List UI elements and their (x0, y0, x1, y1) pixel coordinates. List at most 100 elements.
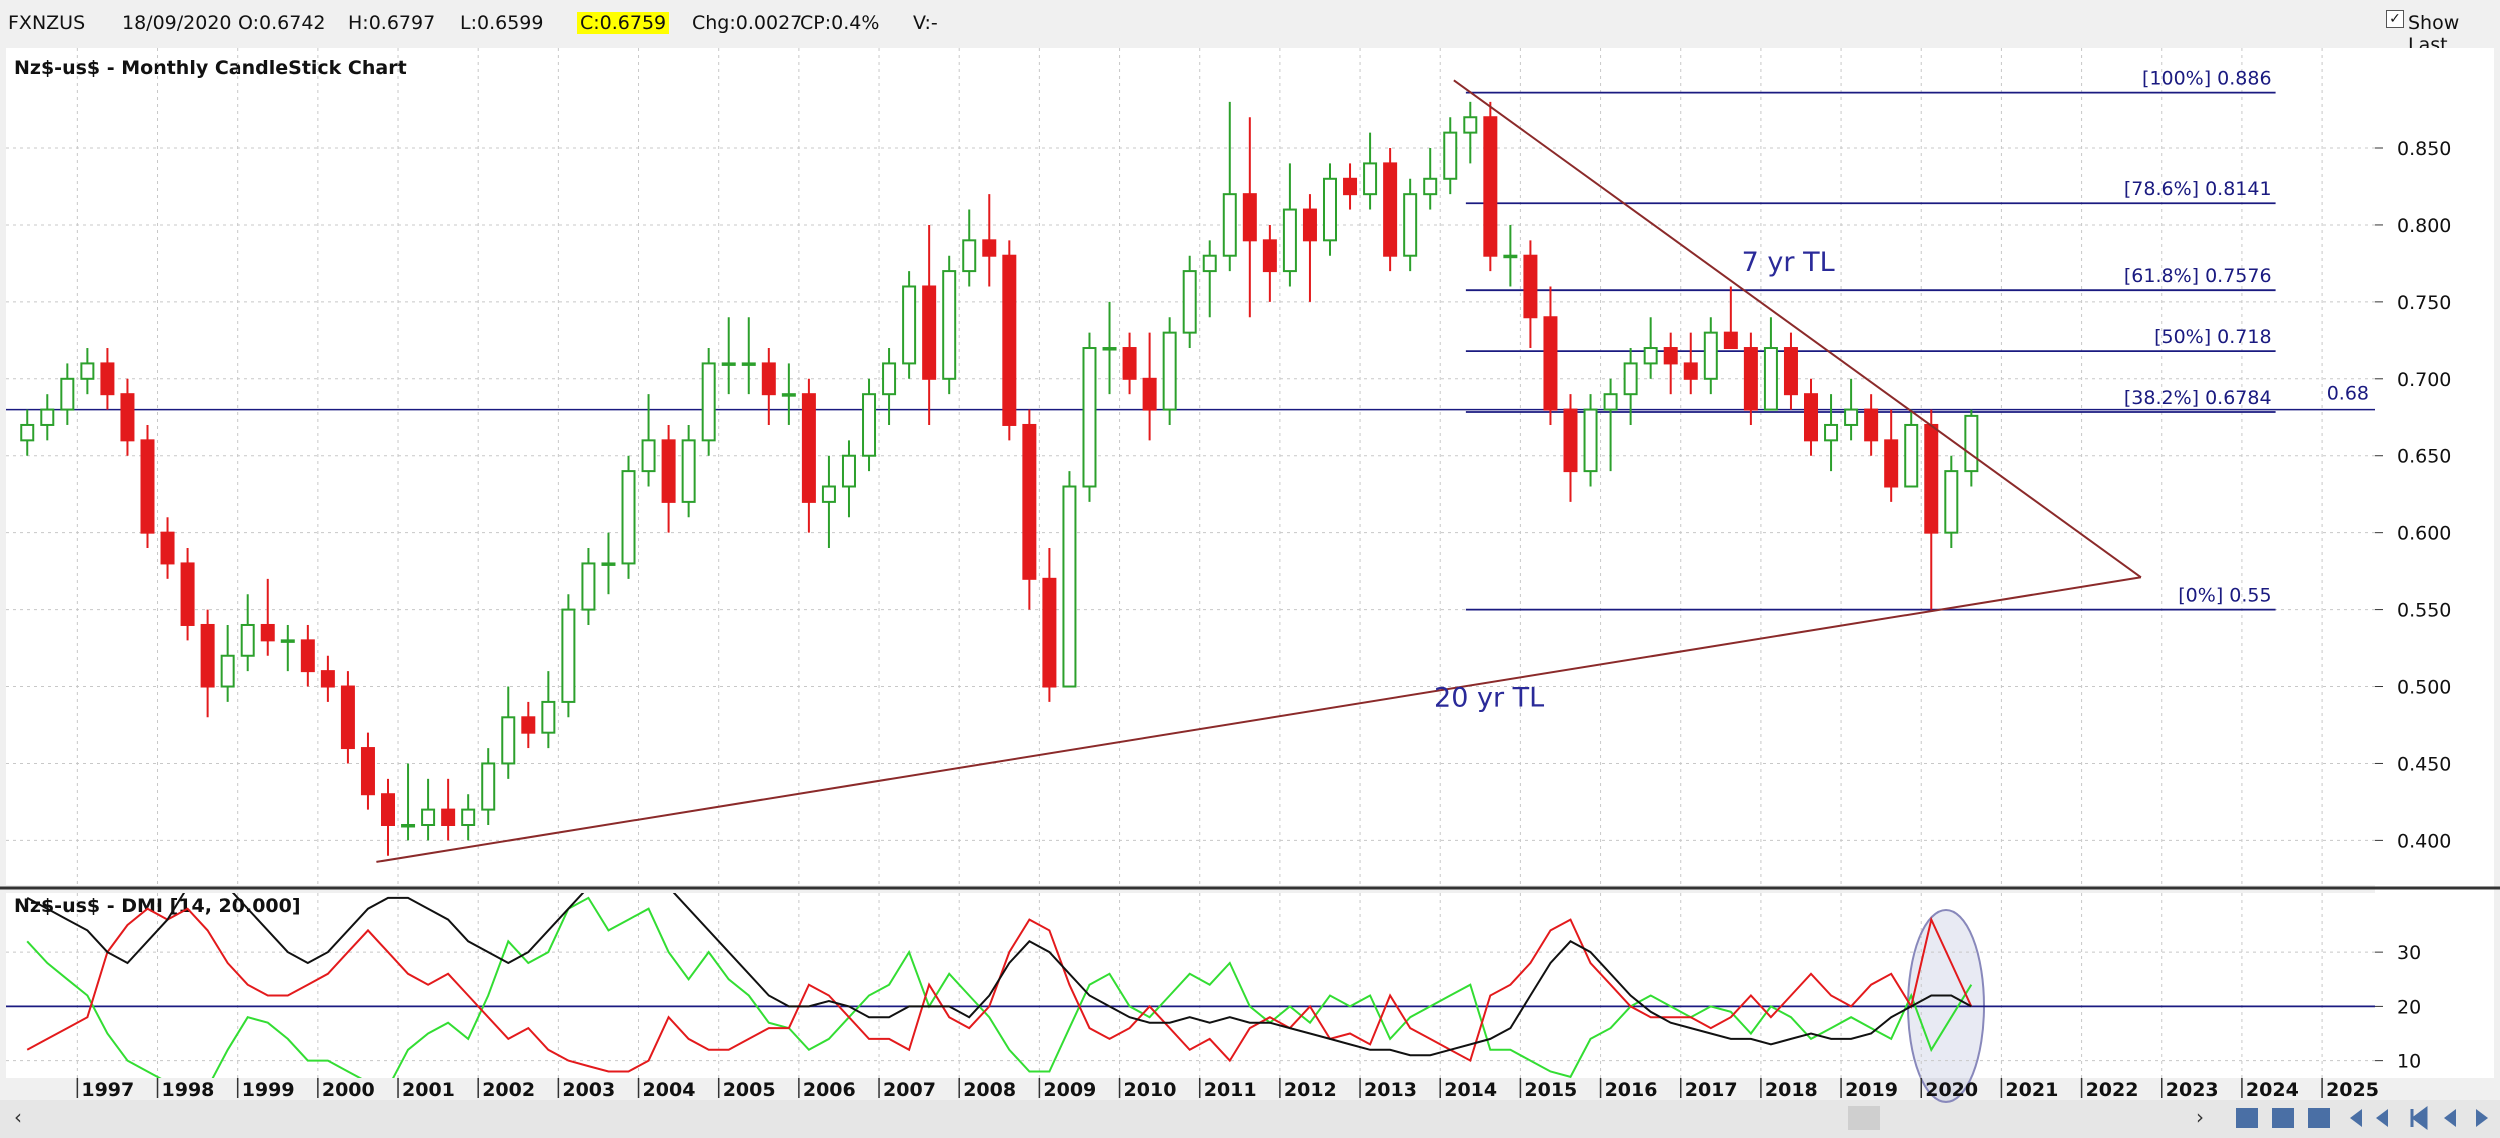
candle-body (1242, 193, 1257, 242)
plot-area (6, 79, 2375, 863)
x-tick-label: 2007 (883, 1079, 936, 1101)
y-tick-label: 0.850 (2397, 138, 2451, 160)
nav-button[interactable] (2444, 1109, 2456, 1127)
candle-body (821, 485, 836, 503)
plot-area (6, 893, 2375, 1078)
x-tick-label: 2015 (1524, 1079, 1577, 1101)
candle-body (1964, 414, 1979, 473)
candle-body (1443, 131, 1458, 180)
candle-body (360, 747, 375, 796)
symbol: FXNZUS (8, 12, 86, 34)
x-tick-label: 2014 (1444, 1079, 1497, 1101)
candle-body (401, 823, 416, 828)
candle-body (1904, 423, 1919, 488)
candle-body (1202, 254, 1217, 273)
y-tick-label: 0.450 (2397, 753, 2451, 775)
y-tick-label: 10 (2397, 1051, 2421, 1073)
candle-body (862, 393, 877, 457)
x-tick-label: 2024 (2246, 1079, 2299, 1101)
x-tick-label: 2016 (1605, 1079, 1658, 1101)
x-tick-label: 2003 (562, 1079, 615, 1101)
candle-body (761, 362, 776, 396)
change: Chg:0.0027 (692, 12, 803, 34)
x-tick-label: 2002 (482, 1079, 535, 1101)
candle-body (40, 408, 55, 426)
y-tick-label: 0.550 (2397, 600, 2451, 622)
y-tick-label: 0.750 (2397, 292, 2451, 314)
nav-button[interactable] (2236, 1108, 2258, 1128)
y-tick-label: 0.800 (2397, 215, 2451, 237)
x-tick-label: 2009 (1043, 1079, 1096, 1101)
candle-body (1824, 423, 1839, 442)
x-tick-label: 2021 (2005, 1079, 2058, 1101)
x-tick-label: 2006 (803, 1079, 856, 1101)
hline-label: 0.68 (2327, 383, 2369, 405)
x-tick-label: 2004 (643, 1079, 696, 1101)
nav-buttons[interactable] (2236, 1106, 2488, 1130)
x-tick-label: 2020 (1925, 1079, 1978, 1101)
fib-label: [61.8%] 0.7576 (2124, 265, 2272, 287)
candle-body (1042, 577, 1057, 688)
candle-body (1703, 331, 1718, 380)
trendline (1453, 79, 2142, 579)
candle-body (721, 362, 736, 366)
candle-body (1864, 408, 1879, 442)
candle-body (60, 377, 75, 411)
dmi-title: Nz$-us$ - DMI [14, 20.000] (14, 895, 301, 917)
candle-body (641, 439, 656, 473)
candle-body (681, 439, 696, 503)
candle-body (1302, 208, 1317, 242)
x-tick-label: 2023 (2166, 1079, 2219, 1101)
fib-label: [38.2%] 0.6784 (2124, 387, 2272, 409)
nav-button[interactable] (2308, 1108, 2330, 1128)
candle-body (80, 362, 95, 380)
candle-body (1082, 347, 1097, 488)
low: L:0.6599 (460, 12, 544, 34)
scroll-right[interactable]: › (2196, 1105, 2204, 1129)
candle-body (481, 762, 496, 811)
candle-body (621, 470, 636, 565)
x-tick-label: 2001 (402, 1079, 455, 1101)
candle-body (1683, 362, 1698, 380)
candle-body (841, 454, 856, 488)
candle-body (1763, 347, 1778, 411)
change-pct: CP:0.4% (800, 12, 880, 34)
candle-body (1723, 331, 1738, 350)
nav-button[interactable] (2410, 1106, 2428, 1130)
candle-body (1002, 254, 1017, 426)
candle-body (1022, 423, 1037, 580)
y-tick-label: 0.400 (2397, 830, 2451, 852)
candle-body (1182, 270, 1197, 334)
candle-body (501, 716, 516, 765)
candle-body (561, 608, 576, 703)
candle-body (441, 808, 456, 826)
scroll-left[interactable]: ‹ (14, 1105, 22, 1129)
x-tick-label: 2019 (1845, 1079, 1898, 1101)
chart-title: Nz$-us$ - Monthly CandleStick Chart (14, 57, 407, 79)
candle-body (1944, 470, 1959, 534)
candle-body (1403, 193, 1418, 257)
fib-label: [50%] 0.718 (2154, 326, 2272, 348)
candle-body (1563, 408, 1578, 473)
candle-body (741, 362, 756, 366)
x-tick-label: 1997 (81, 1079, 134, 1101)
scroll-thumb[interactable] (1848, 1106, 1880, 1130)
candle-body (1102, 347, 1117, 351)
x-tick-label: 2008 (963, 1079, 1016, 1101)
x-tick-label: 2010 (1124, 1079, 1177, 1101)
price-panel (6, 48, 2375, 885)
nav-button[interactable] (2476, 1109, 2488, 1127)
nav-button[interactable] (2350, 1109, 2388, 1127)
candle-body (982, 239, 997, 257)
candle-body (100, 362, 115, 396)
candle-body (521, 716, 536, 734)
scrollbar[interactable] (0, 1100, 2500, 1138)
annotation: 7 yr TL (1742, 247, 1835, 278)
nav-button[interactable] (2272, 1108, 2294, 1128)
candle-body (1162, 331, 1177, 411)
candle-body (1343, 177, 1358, 196)
candle-body (1363, 162, 1378, 196)
checkbox[interactable]: ✓ (2386, 10, 2404, 28)
x-tick-label: 2000 (322, 1079, 375, 1101)
